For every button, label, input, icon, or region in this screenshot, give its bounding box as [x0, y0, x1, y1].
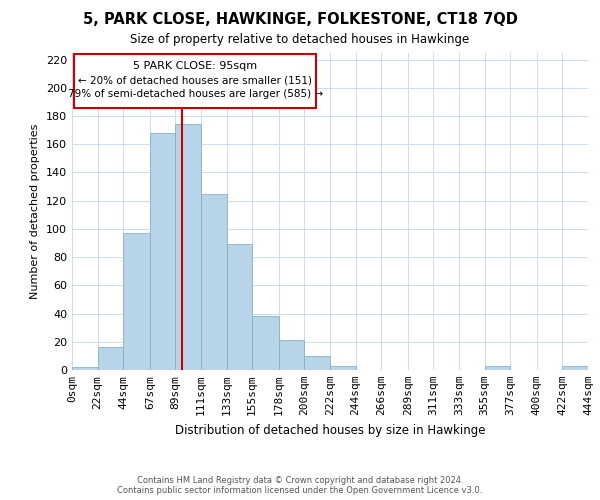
X-axis label: Distribution of detached houses by size in Hawkinge: Distribution of detached houses by size …: [175, 424, 485, 436]
Text: Contains HM Land Registry data © Crown copyright and database right 2024.
Contai: Contains HM Land Registry data © Crown c…: [118, 476, 482, 495]
Bar: [227, 244, 252, 370]
Bar: [74, 54, 316, 108]
Text: ← 20% of detached houses are smaller (151): ← 20% of detached houses are smaller (15…: [78, 75, 312, 85]
Text: 5, PARK CLOSE, HAWKINGE, FOLKESTONE, CT18 7QD: 5, PARK CLOSE, HAWKINGE, FOLKESTONE, CT1…: [83, 12, 517, 28]
Text: Size of property relative to detached houses in Hawkinge: Size of property relative to detached ho…: [130, 32, 470, 46]
Bar: [150, 133, 175, 370]
Bar: [98, 348, 123, 370]
Y-axis label: Number of detached properties: Number of detached properties: [31, 124, 40, 299]
Bar: [279, 340, 304, 370]
Bar: [123, 233, 150, 370]
Bar: [72, 367, 98, 370]
Bar: [304, 356, 330, 370]
Bar: [252, 316, 279, 370]
Bar: [485, 366, 510, 370]
Bar: [175, 124, 201, 370]
Text: 5 PARK CLOSE: 95sqm: 5 PARK CLOSE: 95sqm: [133, 61, 257, 71]
Bar: [201, 194, 227, 370]
Bar: [562, 366, 588, 370]
Text: 79% of semi-detached houses are larger (585) →: 79% of semi-detached houses are larger (…: [68, 89, 323, 99]
Bar: [330, 366, 356, 370]
